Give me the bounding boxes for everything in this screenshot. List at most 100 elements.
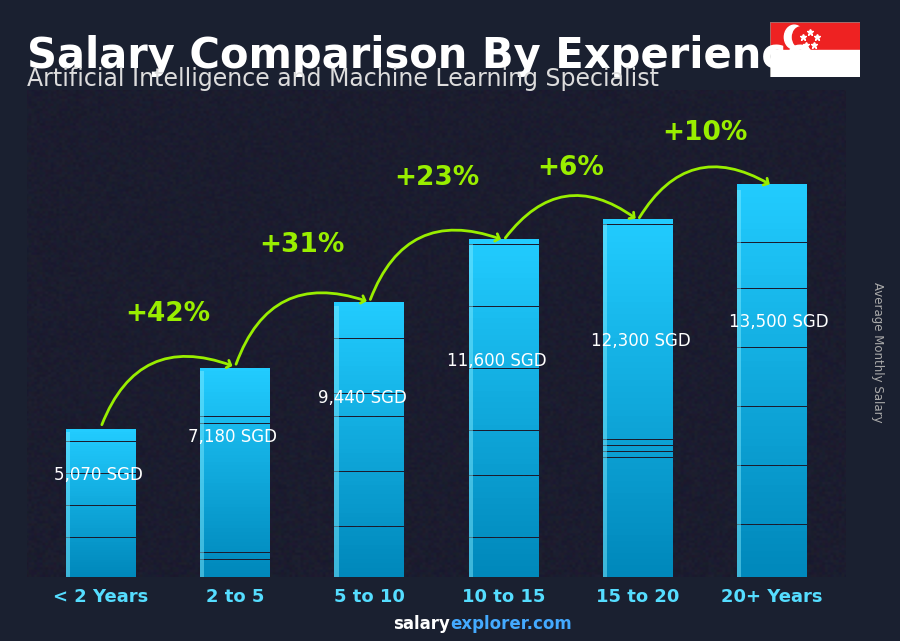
Bar	[737, 524, 807, 531]
Bar	[737, 203, 807, 210]
Bar	[603, 416, 673, 422]
Bar	[66, 547, 136, 550]
Bar	[603, 290, 673, 296]
Text: Salary Comparison By Experience: Salary Comparison By Experience	[27, 35, 814, 78]
Bar	[66, 533, 136, 535]
Bar	[200, 563, 270, 567]
Bar	[469, 369, 538, 374]
Bar	[469, 380, 538, 385]
Bar	[603, 505, 673, 511]
Bar	[469, 256, 538, 262]
Bar	[200, 451, 270, 455]
Bar	[737, 570, 807, 577]
Bar	[469, 560, 538, 565]
Bar	[603, 374, 673, 379]
Bar	[603, 553, 673, 559]
Bar	[603, 410, 673, 415]
Bar	[200, 500, 270, 504]
Bar	[335, 338, 404, 343]
Bar	[737, 302, 807, 308]
Bar	[737, 387, 807, 394]
Bar	[66, 560, 136, 562]
Bar	[603, 481, 673, 487]
Bar	[335, 453, 404, 458]
Bar	[603, 440, 673, 445]
Text: 11,600 SGD: 11,600 SGD	[447, 352, 546, 370]
Bar	[335, 357, 404, 362]
Bar	[200, 371, 204, 577]
Bar	[200, 469, 270, 472]
Text: 7,180 SGD: 7,180 SGD	[188, 428, 277, 446]
Bar	[66, 463, 136, 466]
Bar	[66, 572, 136, 574]
Bar	[603, 308, 673, 314]
Bar	[469, 318, 538, 323]
Bar	[737, 217, 807, 223]
Bar	[469, 487, 538, 492]
Bar	[66, 481, 136, 483]
Bar	[66, 501, 136, 503]
Bar	[200, 518, 270, 521]
Bar	[66, 469, 136, 471]
Text: 12,300 SGD: 12,300 SGD	[590, 332, 690, 350]
Bar	[737, 335, 807, 341]
Bar	[603, 314, 673, 320]
Bar	[469, 510, 538, 515]
Bar	[200, 545, 270, 549]
Bar	[469, 290, 538, 296]
Bar	[603, 302, 673, 308]
Bar	[469, 515, 538, 520]
Bar	[66, 510, 136, 513]
Bar	[469, 532, 538, 537]
Bar	[603, 219, 673, 224]
Bar	[200, 514, 270, 518]
Bar	[469, 442, 538, 447]
Bar	[469, 549, 538, 554]
Bar	[335, 522, 404, 526]
Bar	[469, 244, 473, 577]
Bar	[603, 386, 673, 392]
Bar	[737, 276, 807, 282]
Bar	[66, 545, 136, 547]
Bar	[200, 371, 270, 374]
Bar	[603, 296, 673, 302]
Bar	[335, 394, 404, 398]
Bar	[66, 565, 136, 567]
Bar	[469, 357, 538, 363]
Bar	[603, 320, 673, 326]
Bar	[737, 229, 807, 236]
Bar	[335, 517, 404, 522]
Bar	[603, 362, 673, 368]
Bar	[469, 464, 538, 470]
Bar	[200, 504, 270, 507]
Bar	[66, 486, 136, 488]
Bar	[737, 197, 807, 203]
Bar	[469, 419, 538, 425]
Bar	[200, 538, 270, 542]
Bar	[335, 306, 404, 311]
Bar	[737, 531, 807, 538]
Bar	[66, 431, 70, 577]
Bar	[603, 249, 673, 254]
Bar	[737, 485, 807, 492]
Bar	[469, 566, 538, 571]
Bar	[603, 344, 673, 350]
Bar	[335, 398, 404, 403]
Bar	[335, 403, 404, 407]
Bar	[469, 403, 538, 408]
Bar	[737, 406, 807, 413]
Bar	[200, 431, 270, 434]
Bar	[66, 520, 136, 522]
Bar	[737, 413, 807, 419]
Bar	[737, 439, 807, 445]
Bar	[335, 490, 404, 494]
Bar	[66, 523, 136, 525]
Bar	[335, 366, 404, 370]
Bar	[603, 463, 673, 469]
Bar	[200, 399, 270, 403]
Bar	[737, 242, 807, 249]
Bar	[603, 458, 673, 463]
Bar	[200, 511, 270, 514]
Bar	[469, 504, 538, 510]
Bar	[469, 498, 538, 504]
